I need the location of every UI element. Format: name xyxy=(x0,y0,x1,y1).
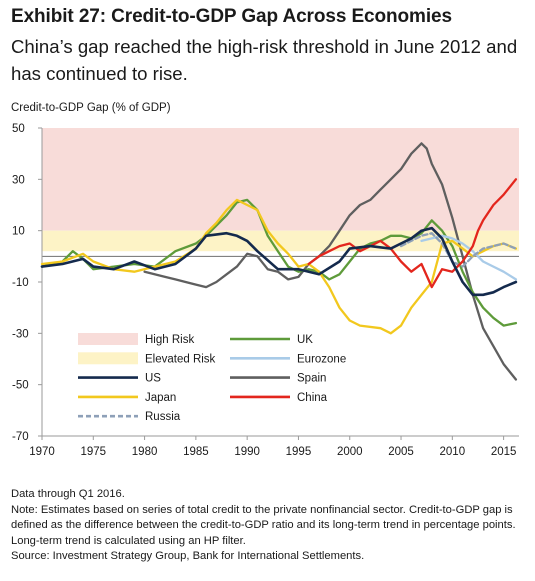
y-tick-label: -50 xyxy=(12,380,29,392)
x-tick-label: 1970 xyxy=(29,446,55,458)
legend-label-japan: Japan xyxy=(145,392,176,404)
y-tick-label: 50 xyxy=(12,123,25,135)
legend-label-china: China xyxy=(297,392,328,404)
x-tick-label: 1975 xyxy=(80,446,106,458)
footnotes: Data through Q1 2016. Note: Estimates ba… xyxy=(11,487,526,565)
page-subtitle: China’s gap reached the high-risk thresh… xyxy=(11,36,518,84)
y-tick-label: -70 xyxy=(12,431,29,443)
data-through-note: Data through Q1 2016. xyxy=(11,488,125,500)
legend-swatch-high-risk xyxy=(78,333,138,345)
series-line-russia xyxy=(399,232,518,268)
legend-label-russia: Russia xyxy=(145,411,181,423)
series-line-spain xyxy=(143,142,518,381)
y-tick-label: 10 xyxy=(12,226,25,238)
y-tick-label: -30 xyxy=(12,328,29,340)
x-tick-label: 1995 xyxy=(286,446,312,458)
y-tick-label: 30 xyxy=(12,174,25,186)
methodology-note: Note: Estimates based on series of total… xyxy=(11,503,516,547)
page-title: Exhibit 27: Credit-to-GDP Gap Across Eco… xyxy=(11,6,452,27)
legend-label-high-risk: High Risk xyxy=(145,334,194,346)
chart-legend: High Risk UK Elevated Risk Eurozone US Spain J… xyxy=(78,333,346,423)
legend-label-elevated-risk: Elevated Risk xyxy=(145,353,216,365)
band-high-risk xyxy=(42,128,519,231)
legend-label-eurozone: Eurozone xyxy=(297,353,346,365)
series-line-china xyxy=(307,178,518,289)
risk-bands xyxy=(42,128,519,252)
legend-label-spain: Spain xyxy=(297,373,326,385)
series-line-us xyxy=(40,226,518,297)
x-tick-label: 1980 xyxy=(132,446,158,458)
x-tick-label: 2005 xyxy=(388,446,414,458)
x-tick-label: 1990 xyxy=(234,446,260,458)
legend-swatch-elevated-risk xyxy=(78,352,138,365)
x-tick-label: 2015 xyxy=(491,446,517,458)
x-tick-label: 1985 xyxy=(183,446,209,458)
legend-label-uk: UK xyxy=(297,334,313,346)
chart-series xyxy=(40,142,518,381)
legend-label-us: US xyxy=(145,373,161,385)
y-axis-label: Credit-to-GDP Gap (% of GDP) xyxy=(11,102,171,114)
y-tick-label: -10 xyxy=(12,277,29,289)
x-tick-label: 2010 xyxy=(440,446,466,458)
source-note: Source: Investment Strategy Group, Bank … xyxy=(11,550,365,562)
x-tick-label: 2000 xyxy=(337,446,363,458)
